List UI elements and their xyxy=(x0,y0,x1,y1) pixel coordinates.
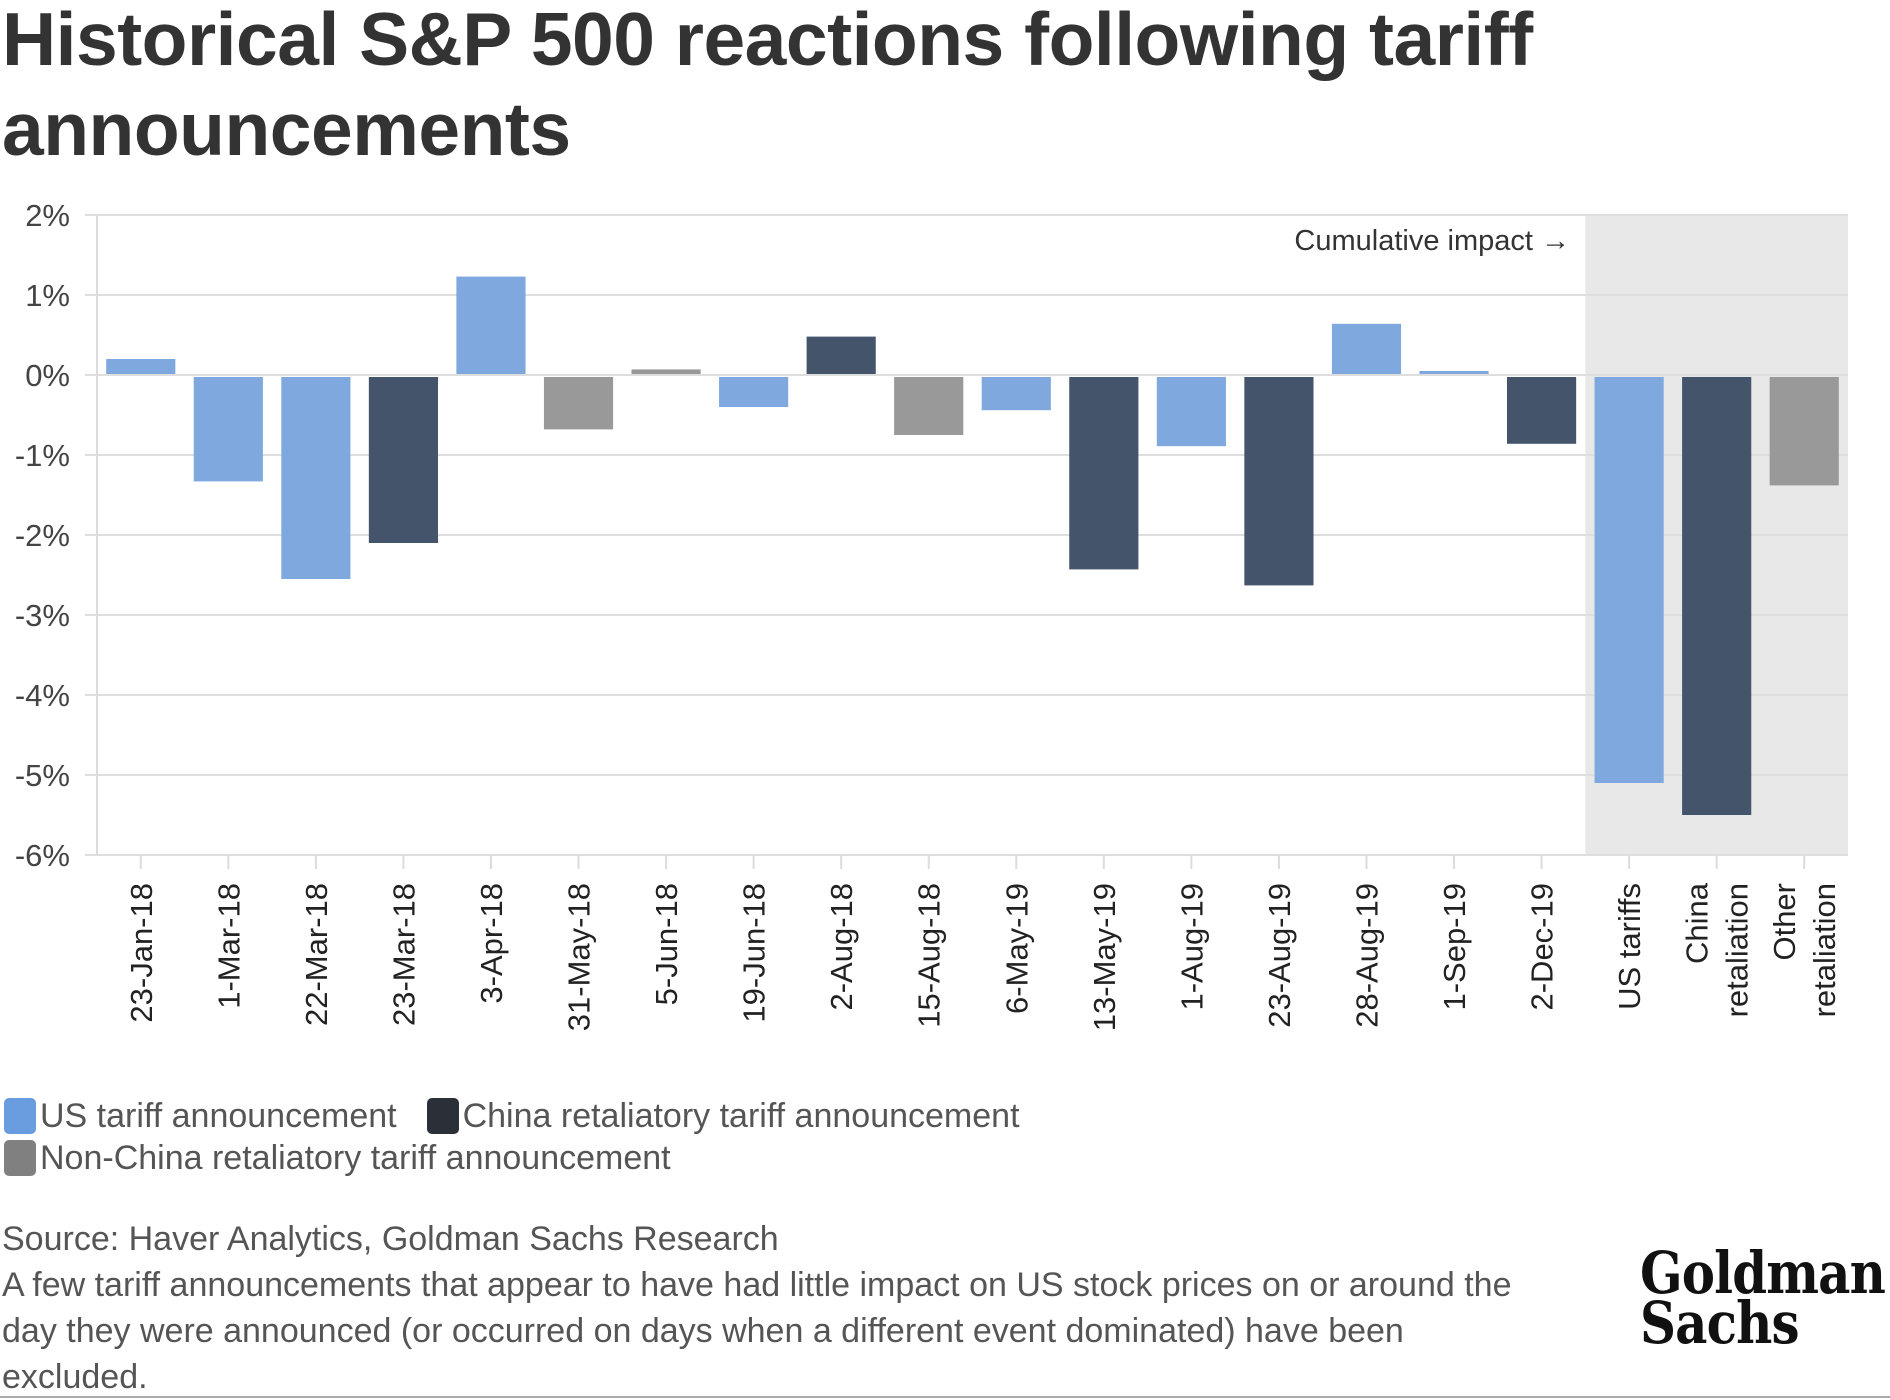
goldman-sachs-logo: Goldman Sachs xyxy=(1640,1239,1886,1357)
legend-swatch-other xyxy=(4,1140,36,1176)
bar-chart: 2% 1% 0% -1% -2% -3% -4% -5% -6% 23-Jan-18 1-Mar-… xyxy=(15,198,1848,1031)
x-tick-label: 6-May-19 xyxy=(999,883,1034,1014)
logo-line-1: Goldman xyxy=(1640,1239,1886,1307)
bar-6-may-19 xyxy=(981,377,1051,411)
bar-15-aug-18 xyxy=(894,377,964,435)
x-tick-label: 1-Aug-19 xyxy=(1174,883,1209,1011)
x-axis: 23-Jan-18 1-Mar-18 22-Mar-18 23-Mar-18 3-Apr… xyxy=(124,855,1842,1031)
y-axis: 2% 1% 0% -1% -2% -3% -4% -5% -6% xyxy=(15,198,70,873)
bar-13-may-19 xyxy=(1069,377,1139,570)
y-tick-label: -5% xyxy=(15,758,70,793)
y-tick-label: 2% xyxy=(25,198,70,233)
x-tick-label: 23-Jan-18 xyxy=(124,883,159,1023)
x-tick-label: 13-May-19 xyxy=(1087,883,1122,1031)
x-tick-label: 1-Mar-18 xyxy=(211,883,246,1009)
y-tick-label: -6% xyxy=(15,838,70,873)
bar-other-retaliation xyxy=(1769,377,1839,486)
x-tick-label: 23-Aug-19 xyxy=(1262,883,1297,1028)
x-tick-label: 5-Jun-18 xyxy=(649,883,684,1005)
x-tick-label: US tariffs xyxy=(1612,883,1647,1010)
y-tick-label: -4% xyxy=(15,678,70,713)
legend-label: US tariff announcement xyxy=(40,1097,397,1135)
x-tick-label: retaliation xyxy=(1807,883,1842,1017)
legend-swatch-us xyxy=(4,1098,36,1134)
x-tick-label: China xyxy=(1680,882,1715,964)
bar-28-aug-19 xyxy=(1331,323,1402,374)
bar-22-mar-18 xyxy=(281,377,351,579)
bottom-divider xyxy=(0,1396,1890,1398)
y-tick-label: 1% xyxy=(25,278,70,313)
bar-us-tariffs xyxy=(1594,377,1664,783)
gridlines xyxy=(85,214,1848,856)
x-tick-label: 2-Dec-19 xyxy=(1525,883,1560,1011)
legend: US tariff announcement China retaliatory… xyxy=(4,1095,1050,1179)
bar-1-mar-18 xyxy=(193,377,263,482)
legend-label: China retaliatory tariff announcement xyxy=(462,1097,1020,1135)
legend-item-other: Non-China retaliatory tariff announcemen… xyxy=(4,1137,671,1179)
bar-23-jan-18 xyxy=(106,359,176,374)
bar-23-mar-18 xyxy=(368,377,439,543)
bar-5-jun-18 xyxy=(631,369,701,374)
x-tick-label: 19-Jun-18 xyxy=(737,883,772,1023)
y-tick-label: -1% xyxy=(15,438,70,473)
x-tick-label: 15-Aug-18 xyxy=(912,883,947,1028)
footnote: Source: Haver Analytics, Goldman Sachs R… xyxy=(2,1216,1522,1400)
logo-line-2: Sachs xyxy=(1640,1289,1800,1357)
y-tick-label: 0% xyxy=(25,358,70,393)
bars xyxy=(106,276,1839,815)
bar-23-aug-19 xyxy=(1244,377,1314,586)
bar-31-may-18 xyxy=(543,377,614,430)
bar-3-apr-18 xyxy=(456,276,526,374)
x-tick-label: Other xyxy=(1767,883,1802,961)
x-tick-label: 31-May-18 xyxy=(562,883,597,1031)
bar-19-jun-18 xyxy=(719,377,789,407)
x-tick-label: 23-Mar-18 xyxy=(386,883,421,1026)
bar-china-retaliation xyxy=(1682,377,1752,815)
legend-item-us: US tariff announcement xyxy=(4,1095,397,1137)
x-tick-label: 22-Mar-18 xyxy=(299,883,334,1026)
bar-2-aug-18 xyxy=(806,336,876,374)
legend-label: Non-China retaliatory tariff announcemen… xyxy=(40,1139,671,1177)
bar-1-sep-19 xyxy=(1419,371,1489,374)
x-tick-label: 2-Aug-18 xyxy=(824,883,859,1011)
legend-swatch-china xyxy=(426,1098,459,1134)
x-tick-label: 28-Aug-19 xyxy=(1349,883,1384,1028)
x-tick-label: 1-Sep-19 xyxy=(1437,883,1472,1011)
bar-2-dec-19 xyxy=(1506,377,1577,444)
note-text: A few tariff announcements that appear t… xyxy=(2,1266,1512,1396)
x-tick-label: 3-Apr-18 xyxy=(474,883,509,1004)
cumulative-impact-annotation: Cumulative impact → xyxy=(1294,225,1570,257)
legend-item-china: China retaliatory tariff announcement xyxy=(426,1095,1020,1137)
source-text: Source: Haver Analytics, Goldman Sachs R… xyxy=(2,1220,779,1258)
bar-1-aug-19 xyxy=(1156,377,1226,447)
x-tick-label: retaliation xyxy=(1720,883,1755,1017)
y-tick-label: -3% xyxy=(15,598,70,633)
y-tick-label: -2% xyxy=(15,518,70,553)
chart-title: Historical S&P 500 reactions following t… xyxy=(2,0,1533,171)
